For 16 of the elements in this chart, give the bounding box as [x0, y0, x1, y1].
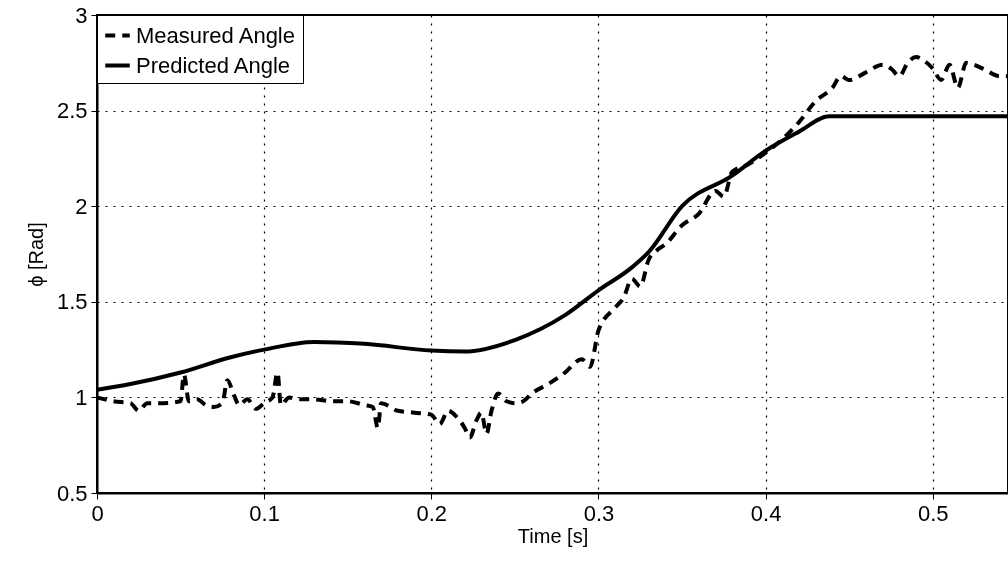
y-tick-label: 1: [75, 384, 88, 410]
legend-label: Measured Angle: [136, 22, 295, 48]
y-tick-label: 2.5: [56, 98, 88, 124]
y-tick-label: 2: [75, 193, 88, 219]
y-tick-label: 0.5: [56, 480, 88, 506]
x-tick-label: 0.4: [750, 500, 782, 526]
y-axis-title: ϕ [Rad]: [24, 222, 47, 287]
x-tick-label: 0.3: [583, 500, 615, 526]
legend-label: Predicted Angle: [136, 52, 291, 78]
x-tick-label: 0: [91, 500, 104, 526]
x-tick-label: 0.2: [416, 500, 448, 526]
x-axis-title: Time [s]: [517, 524, 589, 547]
y-tick-label: 3: [75, 2, 88, 28]
x-tick-label: 0.1: [249, 500, 280, 526]
x-tick-label: 0.5: [917, 500, 949, 526]
y-tick-label: 1.5: [56, 289, 88, 315]
